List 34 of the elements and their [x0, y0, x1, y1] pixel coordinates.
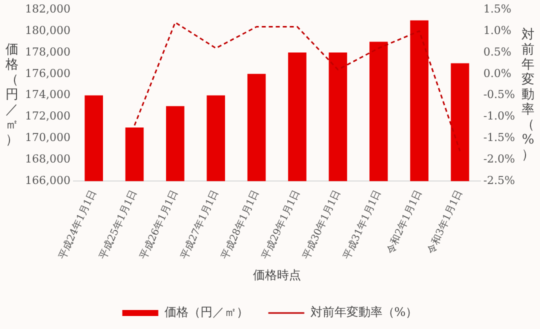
x-tick-label: 平成27年1月1日: [178, 188, 221, 262]
legend-label: 価格（円／㎡）: [164, 305, 248, 320]
y2-tick-label: -1.5%: [483, 131, 516, 144]
y-tick-label: 168,000: [24, 152, 70, 166]
y-tick-label: 182,000: [24, 2, 70, 16]
x-tick-label: 令和3年1月1日: [424, 188, 466, 256]
text: 対前年変動率（%）: [522, 28, 534, 163]
x-tick-label: 平成25年1月1日: [96, 188, 140, 262]
y-tick-label: 176,000: [24, 66, 70, 80]
y2-tick-label: -1.0%: [483, 110, 516, 123]
y2-tick-label: -2.5%: [483, 174, 516, 188]
x-tick-label: 平成30年1月1日: [300, 188, 344, 262]
legend-label: 対前年変動率（%）: [310, 305, 418, 320]
y2-tick-label: -2.0%: [483, 152, 516, 166]
y-axis-title: 価格（円／㎡）: [4, 42, 18, 148]
x-tick-label: 平成24年1月1日: [56, 188, 99, 262]
y-tick-label: 170,000: [24, 131, 70, 144]
x-tick-label: 平成26年1月1日: [138, 188, 180, 262]
x-tick-label: 令和2年1月1日: [384, 188, 424, 256]
y2-tick-label: 0.0%: [483, 66, 512, 80]
y-tick-label: 166,000: [24, 174, 70, 188]
y2-tick-label: 1.0%: [483, 24, 512, 37]
x-tick-label: 平成28年1月1日: [218, 188, 262, 262]
y2-tick-label: -0.5%: [483, 88, 516, 102]
x-axis-title: 価格時点: [252, 268, 301, 282]
y-tick-label: 172,000: [24, 110, 70, 123]
x-tick-label: 平成29年1月1日: [260, 188, 302, 262]
y-tick-label: 174,000: [24, 88, 70, 102]
x-tick-label: 平成31年1月1日: [340, 188, 384, 262]
line-series: [134, 22, 461, 152]
y2-tick-label: 0.5%: [483, 45, 512, 58]
y2-tick-label: 1.5%: [483, 2, 512, 16]
y-tick-label: 178,000: [24, 45, 70, 58]
y-tick-label: 180,000: [24, 24, 70, 37]
